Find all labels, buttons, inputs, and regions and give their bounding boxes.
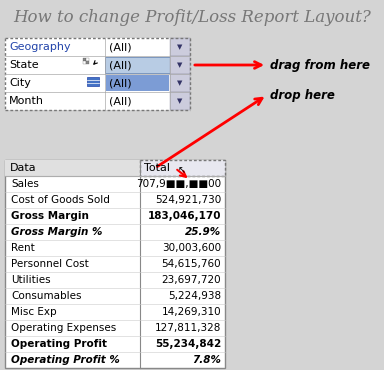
Text: 524,921,730: 524,921,730 <box>155 195 221 205</box>
Text: drag from here: drag from here <box>270 58 370 71</box>
Text: ▼: ▼ <box>177 44 183 50</box>
Text: Total: Total <box>144 163 170 173</box>
Bar <box>170 74 190 92</box>
Text: Geography: Geography <box>9 42 71 52</box>
Text: (All): (All) <box>109 96 132 106</box>
Bar <box>105 57 170 73</box>
Bar <box>106 75 169 91</box>
Bar <box>5 38 190 110</box>
Text: Personnel Cost: Personnel Cost <box>11 259 89 269</box>
Text: 55,234,842: 55,234,842 <box>155 339 221 349</box>
Text: 127,811,328: 127,811,328 <box>155 323 221 333</box>
Text: 23,697,720: 23,697,720 <box>161 275 221 285</box>
Bar <box>5 160 225 368</box>
Text: Month: Month <box>9 96 44 106</box>
Bar <box>170 38 190 56</box>
Text: 5,224,938: 5,224,938 <box>168 291 221 301</box>
Text: Consumables: Consumables <box>11 291 81 301</box>
Bar <box>83 58 86 61</box>
Text: Rent: Rent <box>11 243 35 253</box>
Text: Misc Exp: Misc Exp <box>11 307 56 317</box>
Text: 183,046,170: 183,046,170 <box>147 211 221 221</box>
Bar <box>86 58 89 61</box>
Text: Operating Profit: Operating Profit <box>11 339 107 349</box>
Text: Cost of Goods Sold: Cost of Goods Sold <box>11 195 110 205</box>
Text: Gross Margin %: Gross Margin % <box>11 227 103 237</box>
Text: ▼: ▼ <box>177 98 183 104</box>
Text: How to change Profit/Loss Report Layout?: How to change Profit/Loss Report Layout? <box>13 10 371 27</box>
Bar <box>83 61 86 64</box>
Text: Operating Profit %: Operating Profit % <box>11 355 120 365</box>
Text: Data: Data <box>10 163 36 173</box>
Bar <box>140 160 225 176</box>
Text: City: City <box>9 78 31 88</box>
Bar <box>87 77 99 86</box>
Text: 25.9%: 25.9% <box>185 227 221 237</box>
Bar <box>170 56 190 74</box>
Text: ▼: ▼ <box>177 80 183 86</box>
Text: (All): (All) <box>109 42 132 52</box>
Bar <box>86 61 89 64</box>
Text: State: State <box>9 60 39 70</box>
Text: Gross Margin: Gross Margin <box>11 211 89 221</box>
Text: ▼: ▼ <box>177 62 183 68</box>
Bar <box>5 160 225 176</box>
Text: Utilities: Utilities <box>11 275 51 285</box>
Text: Sales: Sales <box>11 179 39 189</box>
Text: (All): (All) <box>109 78 132 88</box>
Text: 14,269,310: 14,269,310 <box>161 307 221 317</box>
Bar <box>170 92 190 110</box>
Text: 54,615,760: 54,615,760 <box>161 259 221 269</box>
Text: drop here: drop here <box>270 88 335 101</box>
Text: 30,003,600: 30,003,600 <box>162 243 221 253</box>
Text: (All): (All) <box>109 60 132 70</box>
Text: ↖: ↖ <box>178 165 186 175</box>
Text: 7.8%: 7.8% <box>192 355 221 365</box>
Text: 707,9■■,■■00: 707,9■■,■■00 <box>136 179 221 189</box>
Text: Operating Expenses: Operating Expenses <box>11 323 116 333</box>
